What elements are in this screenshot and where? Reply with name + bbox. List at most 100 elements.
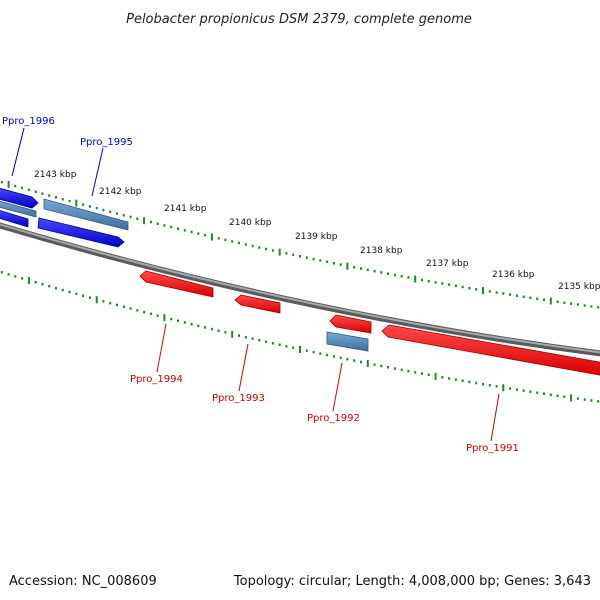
outer-minor-tick (271, 249, 274, 252)
inner-minor-tick (583, 398, 586, 401)
inner-minor-tick (258, 339, 261, 342)
outer-minor-tick (88, 205, 91, 208)
kbp-label-2140: 2140 kbp (229, 218, 272, 228)
outer-minor-tick (332, 262, 335, 265)
inner-major-tick (231, 330, 234, 338)
gene-label-ppro-1993[interactable]: Ppro_1993 (212, 393, 265, 404)
inner-minor-tick (407, 369, 410, 373)
outer-minor-tick (95, 207, 98, 210)
gene-ppro-1994[interactable] (139, 270, 214, 298)
inner-minor-tick (400, 368, 403, 372)
outer-minor-tick (597, 306, 600, 309)
outer-minor-tick (197, 232, 200, 235)
inner-minor-tick (441, 376, 444, 379)
outer-major-tick (210, 233, 213, 241)
inner-minor-tick (224, 331, 227, 334)
gene-ppro-1992[interactable] (326, 314, 372, 352)
gene-label-ppro-1996[interactable]: Ppro_1996 (2, 116, 55, 127)
outer-minor-tick (136, 217, 139, 220)
outer-minor-tick (292, 253, 295, 257)
outer-minor-tick (590, 305, 593, 308)
outer-minor-tick (34, 190, 37, 193)
outer-minor-tick (360, 267, 362, 270)
inner-minor-tick (380, 364, 383, 368)
outer-minor-tick (204, 233, 207, 237)
outer-minor-tick (407, 276, 410, 279)
inner-minor-tick (7, 273, 10, 276)
inner-minor-tick (244, 335, 247, 339)
outer-minor-tick (122, 214, 125, 217)
gene-ppro-1991[interactable] (381, 324, 600, 376)
inner-minor-tick (326, 353, 329, 357)
accession-text: Accession: NC_008609 (9, 574, 157, 589)
inner-minor-tick (122, 305, 125, 308)
outer-minor-tick (502, 292, 505, 295)
gene-labels: Ppro_1996 Ppro_1995 Ppro_1994 Ppro_1993 … (2, 116, 519, 454)
inner-minor-tick (271, 342, 274, 345)
inner-minor-tick (210, 327, 213, 331)
outer-major-tick (143, 217, 146, 225)
inner-minor-tick (549, 393, 552, 396)
inner-minor-tick (597, 400, 600, 403)
inner-minor-tick (285, 345, 288, 348)
inner-minor-tick (292, 346, 295, 349)
inner-minor-tick (461, 379, 464, 382)
gene-ppro-1995[interactable] (37, 198, 129, 248)
inner-minor-tick (14, 275, 17, 278)
inner-minor-tick (339, 356, 342, 360)
outer-minor-tick (373, 269, 376, 273)
inner-minor-tick (136, 309, 139, 312)
leader-ppro-1994 (156, 323, 167, 373)
outer-minor-tick (170, 225, 173, 229)
inner-minor-tick (109, 301, 112, 305)
outer-minor-tick (41, 192, 44, 195)
leader-ppro-1993 (238, 343, 249, 392)
outer-minor-tick (366, 268, 369, 272)
kbp-label-2135: 2135 kbp (558, 282, 600, 292)
outer-minor-tick (217, 237, 220, 240)
inner-minor-tick (149, 312, 152, 316)
outer-minor-tick (21, 186, 24, 190)
gene-label-ppro-1992[interactable]: Ppro_1992 (307, 413, 360, 424)
outer-minor-tick (319, 259, 322, 262)
inner-minor-tick (75, 292, 78, 296)
gene-label-ppro-1994[interactable]: Ppro_1994 (130, 374, 183, 385)
outer-minor-tick (515, 294, 518, 297)
gene-label-ppro-1991[interactable]: Ppro_1991 (466, 443, 519, 454)
outer-minor-tick (461, 285, 464, 289)
inner-minor-tick (88, 296, 91, 299)
outer-minor-tick (522, 295, 525, 298)
inner-minor-tick (346, 358, 349, 361)
inner-minor-tick (475, 381, 478, 385)
inner-minor-tick (387, 366, 390, 369)
outer-minor-tick (238, 241, 240, 245)
inner-ruler-ticks (0, 271, 600, 403)
gene-label-ppro-1995[interactable]: Ppro_1995 (80, 137, 133, 148)
outer-minor-tick (109, 210, 112, 213)
outer-minor-tick (326, 260, 329, 264)
kbp-label-2136: 2136 kbp (492, 270, 535, 280)
inner-minor-tick (448, 377, 451, 380)
inner-minor-tick (197, 324, 200, 328)
inner-minor-tick (156, 314, 159, 317)
gene-ppro-1993[interactable] (234, 294, 281, 314)
outer-minor-tick (116, 212, 118, 215)
inner-minor-tick (590, 399, 593, 402)
inner-minor-tick (495, 385, 498, 388)
outer-minor-tick (305, 256, 308, 259)
outer-minor-tick (536, 297, 539, 300)
outer-major-tick (75, 199, 78, 207)
inner-minor-tick (427, 373, 430, 376)
outer-minor-tick (224, 238, 227, 242)
gene-ppro-1996[interactable] (0, 187, 39, 228)
inner-major-tick (299, 346, 301, 353)
inner-minor-tick (509, 387, 512, 390)
inner-minor-tick (204, 326, 207, 329)
inner-minor-tick (143, 310, 146, 314)
inner-minor-tick (468, 380, 471, 384)
inner-minor-tick (305, 349, 308, 352)
outer-ruler-ticks (0, 180, 600, 309)
inner-minor-tick (0, 271, 3, 274)
outer-minor-tick (55, 196, 57, 199)
outer-minor-tick (177, 227, 179, 230)
